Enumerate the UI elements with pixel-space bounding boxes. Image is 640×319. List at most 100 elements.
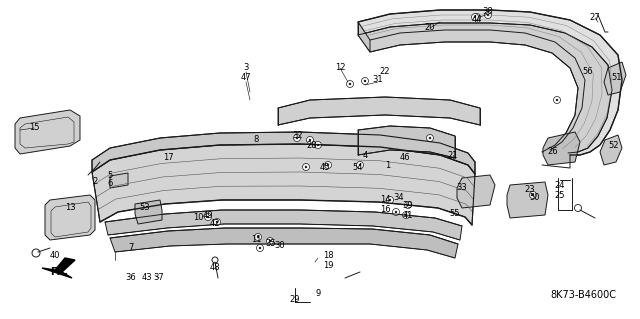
- Text: 18: 18: [323, 250, 333, 259]
- Text: 7: 7: [128, 243, 134, 253]
- Circle shape: [556, 99, 558, 101]
- Circle shape: [405, 214, 407, 216]
- Text: 5: 5: [108, 170, 113, 180]
- Circle shape: [474, 16, 476, 18]
- Circle shape: [266, 238, 273, 244]
- Polygon shape: [135, 200, 162, 224]
- Text: 36: 36: [125, 273, 136, 283]
- Circle shape: [314, 142, 321, 149]
- Text: 49: 49: [203, 211, 213, 219]
- Circle shape: [529, 191, 536, 198]
- Text: 3: 3: [243, 63, 249, 72]
- Text: 53: 53: [140, 204, 150, 212]
- Polygon shape: [15, 110, 80, 154]
- Polygon shape: [457, 175, 495, 208]
- Circle shape: [532, 194, 534, 196]
- Text: 48: 48: [210, 263, 220, 272]
- Text: 34: 34: [394, 194, 404, 203]
- Polygon shape: [110, 228, 458, 258]
- Circle shape: [388, 199, 391, 201]
- Circle shape: [303, 164, 310, 170]
- Text: 40: 40: [50, 250, 60, 259]
- Text: 17: 17: [163, 153, 173, 162]
- Circle shape: [327, 164, 329, 166]
- Text: 52: 52: [609, 140, 620, 150]
- Circle shape: [359, 164, 361, 166]
- Text: 14: 14: [380, 196, 390, 204]
- Text: 22: 22: [380, 68, 390, 77]
- Polygon shape: [604, 62, 626, 95]
- Text: 15: 15: [29, 123, 39, 132]
- Text: 4: 4: [362, 151, 367, 160]
- Circle shape: [216, 221, 218, 223]
- Circle shape: [476, 16, 478, 18]
- Text: 1: 1: [385, 161, 390, 170]
- Text: 16: 16: [380, 205, 390, 214]
- Text: 41: 41: [403, 211, 413, 219]
- Circle shape: [554, 97, 561, 103]
- Circle shape: [484, 11, 492, 19]
- Text: 44: 44: [472, 16, 483, 25]
- Circle shape: [257, 236, 259, 238]
- Text: 39: 39: [403, 201, 413, 210]
- Text: 32: 32: [292, 131, 303, 140]
- Text: 8K73-B4600C: 8K73-B4600C: [550, 290, 616, 300]
- Polygon shape: [543, 132, 580, 165]
- Circle shape: [269, 240, 271, 242]
- Circle shape: [296, 137, 298, 139]
- Text: 2: 2: [92, 177, 98, 187]
- Text: 23: 23: [525, 186, 535, 195]
- Text: 12: 12: [335, 63, 345, 72]
- Text: 28: 28: [307, 140, 317, 150]
- Text: 11: 11: [251, 235, 261, 244]
- Circle shape: [294, 135, 301, 142]
- Text: 50: 50: [530, 194, 540, 203]
- Text: 31: 31: [372, 76, 383, 85]
- Text: 51: 51: [612, 73, 622, 83]
- Circle shape: [255, 234, 262, 241]
- Circle shape: [407, 204, 409, 206]
- Polygon shape: [92, 144, 475, 225]
- Circle shape: [426, 135, 433, 142]
- Text: 25: 25: [555, 190, 565, 199]
- Polygon shape: [358, 126, 455, 158]
- Polygon shape: [105, 210, 462, 240]
- Circle shape: [317, 144, 319, 146]
- Circle shape: [307, 137, 314, 144]
- Text: 55: 55: [450, 209, 460, 218]
- Text: 29: 29: [290, 295, 300, 305]
- Circle shape: [404, 202, 412, 209]
- Circle shape: [395, 211, 397, 213]
- Polygon shape: [507, 182, 548, 218]
- Text: 47: 47: [241, 73, 252, 83]
- Text: 37: 37: [154, 273, 164, 283]
- Text: 33: 33: [456, 183, 467, 192]
- Circle shape: [392, 209, 399, 216]
- Circle shape: [205, 213, 211, 220]
- Circle shape: [346, 80, 353, 87]
- Polygon shape: [358, 10, 622, 155]
- Polygon shape: [110, 173, 128, 188]
- Circle shape: [356, 161, 364, 168]
- Text: 38: 38: [483, 8, 493, 17]
- Text: 24: 24: [555, 181, 565, 189]
- Text: 13: 13: [65, 203, 76, 211]
- Text: 26: 26: [548, 147, 558, 157]
- Circle shape: [214, 219, 221, 226]
- Circle shape: [429, 137, 431, 139]
- Text: 19: 19: [323, 261, 333, 270]
- Circle shape: [364, 80, 366, 82]
- Circle shape: [207, 216, 209, 218]
- Polygon shape: [45, 195, 95, 240]
- Circle shape: [362, 78, 369, 85]
- Text: FR.: FR.: [50, 267, 68, 277]
- Circle shape: [349, 83, 351, 85]
- Text: 45: 45: [320, 164, 330, 173]
- Text: 46: 46: [400, 153, 410, 162]
- Circle shape: [403, 211, 410, 219]
- Circle shape: [472, 13, 479, 20]
- Text: 27: 27: [589, 13, 600, 23]
- Text: 30: 30: [275, 241, 285, 249]
- Polygon shape: [92, 132, 475, 174]
- Polygon shape: [358, 23, 612, 153]
